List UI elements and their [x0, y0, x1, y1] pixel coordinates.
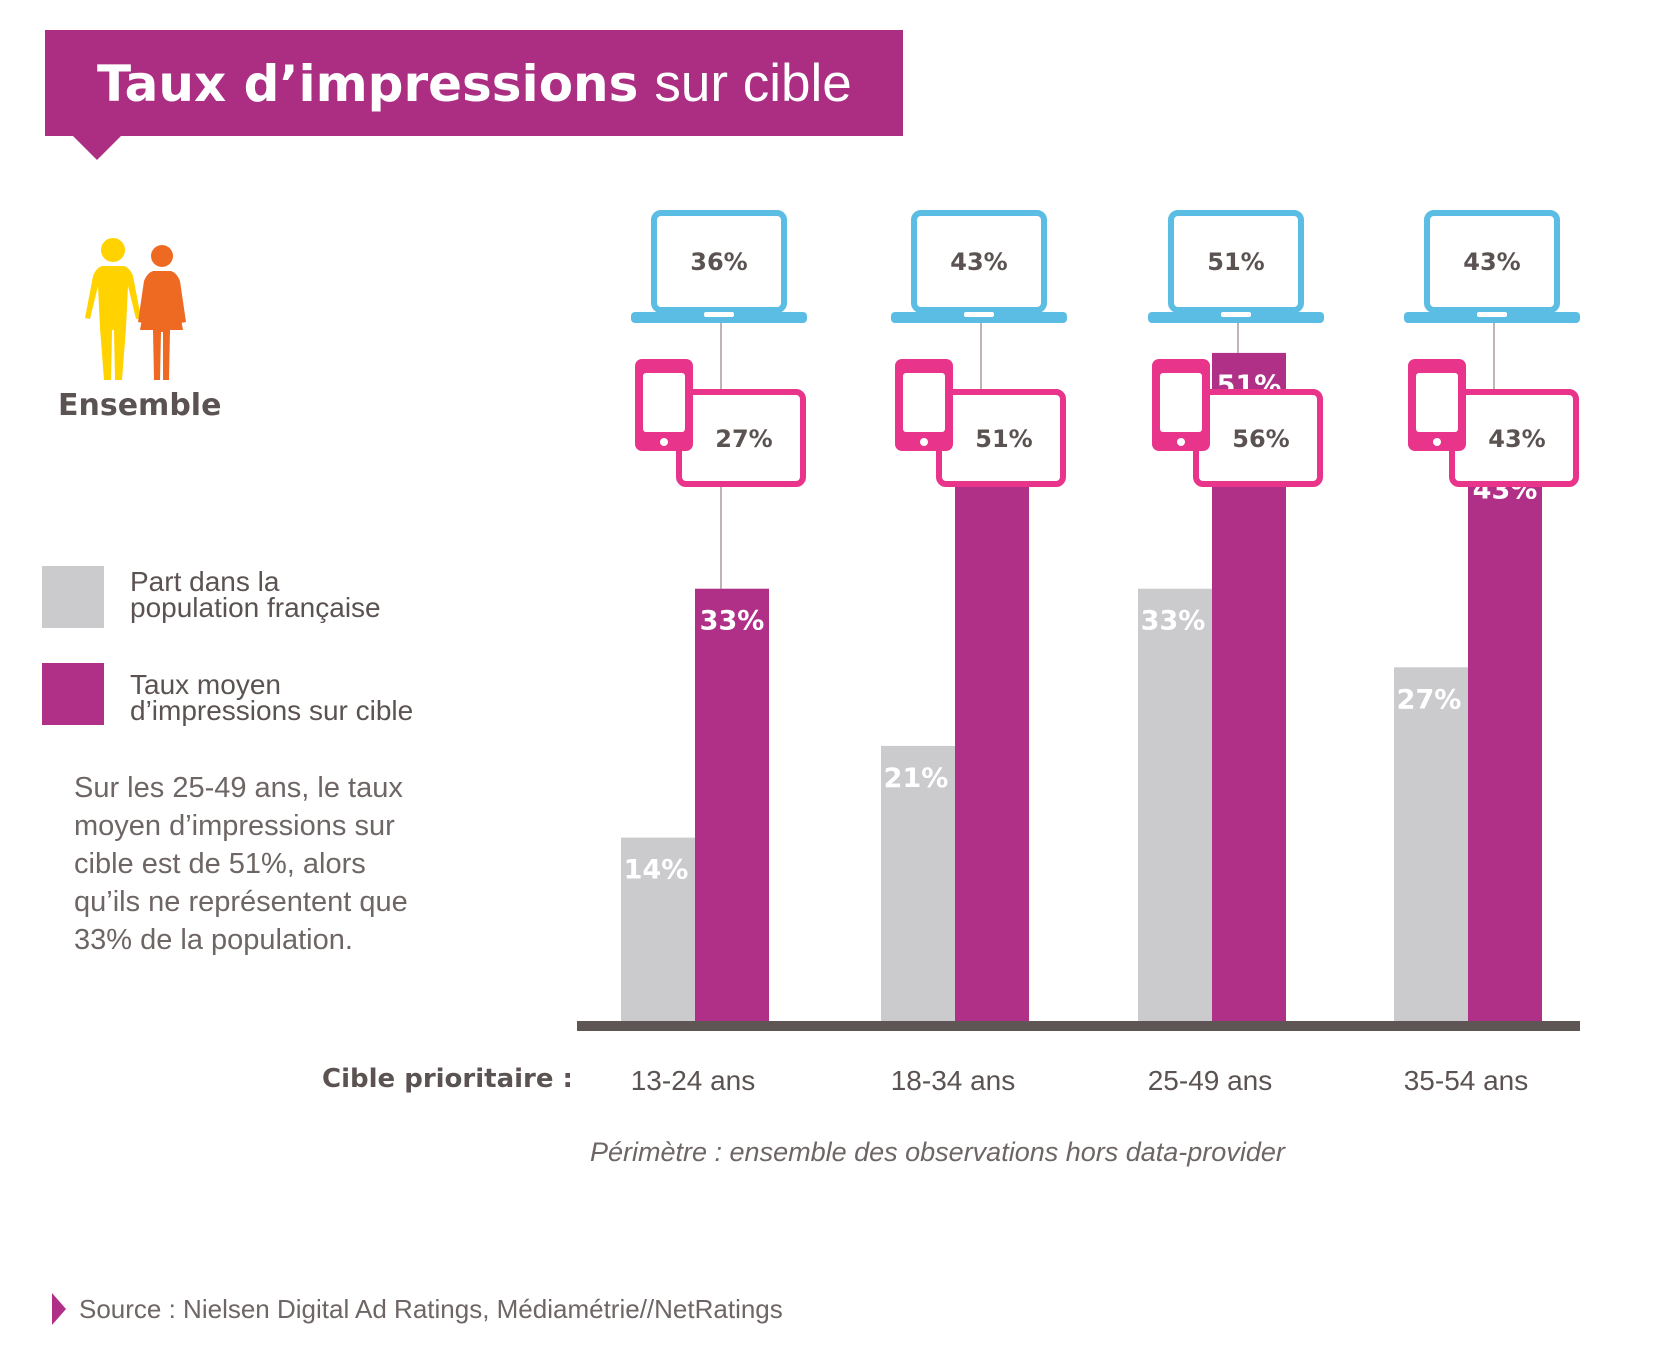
bar-label-population-35-54-ans: 27%: [1397, 684, 1462, 715]
legend-impressions-line2: d’impressions sur cible: [130, 695, 413, 726]
bar-label-population-25-49-ans: 33%: [1141, 606, 1206, 637]
bar-population-35-54-ans: [1394, 667, 1468, 1021]
man-icon: [85, 238, 141, 380]
category-label-25-49-ans: 25-49 ans: [1148, 1065, 1273, 1096]
mobile-rate-25-49-ans: 56%: [1232, 425, 1289, 453]
mobile-rate-35-54-ans: 43%: [1488, 425, 1545, 453]
laptop-icon-35-54-ans: [1424, 210, 1560, 313]
bar-population-18-34-ans: [881, 745, 955, 1021]
title-banner: Taux d’impressions sur cible: [45, 30, 903, 160]
woman-icon: [138, 245, 186, 380]
category-label-13-24-ans: 13-24 ans: [631, 1065, 756, 1096]
laptop-icon-25-49-ans: [1168, 210, 1304, 313]
laptop-base-13-24-ans: [631, 312, 807, 323]
note-line-4: qu’ils ne représentent que: [74, 886, 408, 918]
laptop-notch-35-54-ans: [1477, 312, 1507, 317]
category-label-18-34-ans: 18-34 ans: [891, 1065, 1016, 1096]
source-arrow-icon: [52, 1293, 66, 1325]
laptop-notch-18-34-ans: [964, 312, 994, 317]
laptop-base-35-54-ans: [1404, 312, 1580, 323]
source-note: Source : Nielsen Digital Ad Ratings, Méd…: [79, 1294, 783, 1324]
tablet-button-18-34-ans: [1052, 434, 1060, 442]
bar-impressions-18-34-ans: [955, 444, 1029, 1022]
legend-population-line1: Part dans la: [130, 566, 280, 597]
laptop-base-25-49-ans: [1148, 312, 1324, 323]
desktop-rate-35-54-ans: 43%: [1463, 248, 1520, 276]
desktop-rate-18-34-ans: 43%: [950, 248, 1007, 276]
phone-screen-25-49-ans: [1160, 373, 1202, 432]
title-bold-part: Taux d’impressions: [97, 55, 638, 113]
note-line-2: moyen d’impressions sur: [74, 810, 395, 842]
bar-impressions-35-54-ans: [1468, 457, 1542, 1021]
phone-button-13-24-ans: [660, 438, 668, 446]
legend-population-line2: population française: [130, 592, 381, 623]
mobile-rate-18-34-ans: 51%: [975, 425, 1032, 453]
perimeter-note: Périmètre : ensemble des observations ho…: [590, 1137, 1286, 1167]
page-title: Taux d’impressions sur cible: [97, 54, 852, 113]
bar-label-population-18-34-ans: 21%: [884, 763, 949, 794]
note-paragraph: Sur les 25-49 ans, le taux moyen d’impre…: [74, 772, 408, 956]
phone-screen-35-54-ans: [1416, 373, 1458, 432]
bar-impressions-13-24-ans: [695, 588, 769, 1021]
phone-button-18-34-ans: [920, 438, 928, 446]
x-axis-baseline: [577, 1021, 1580, 1031]
bar-population-13-24-ans: [621, 837, 695, 1021]
x-axis-title: Cible prioritaire :: [322, 1064, 573, 1094]
laptop-notch-25-49-ans: [1221, 312, 1251, 317]
phone-screen-18-34-ans: [903, 373, 945, 432]
title-light-part: sur cible: [654, 54, 851, 113]
phone-button-35-54-ans: [1433, 438, 1441, 446]
note-line-1: Sur les 25-49 ans, le taux: [74, 772, 403, 804]
mobile-rate-13-24-ans: 27%: [715, 425, 772, 453]
legend: Part dans la population française Taux m…: [42, 566, 413, 726]
laptop-icon-13-24-ans: [651, 210, 787, 313]
bar-label-impressions-13-24-ans: 33%: [700, 606, 765, 637]
bar-population-25-49-ans: [1138, 588, 1212, 1021]
title-banner-pointer: [72, 135, 122, 160]
tablet-button-35-54-ans: [1565, 434, 1573, 442]
tablet-button-13-24-ans: [792, 434, 800, 442]
desktop-rate-13-24-ans: 36%: [690, 248, 747, 276]
phone-button-25-49-ans: [1177, 438, 1185, 446]
note-line-3: cible est de 51%, alors: [74, 848, 366, 880]
laptop-icon-18-34-ans: [911, 210, 1047, 313]
laptop-base-18-34-ans: [891, 312, 1067, 323]
segment-label: Ensemble: [58, 388, 221, 423]
category-label-35-54-ans: 35-54 ans: [1404, 1065, 1529, 1096]
laptop-notch-13-24-ans: [704, 312, 734, 317]
title-banner-background: [45, 30, 903, 136]
legend-swatch-population: [42, 566, 104, 628]
couple-icon: [85, 238, 186, 380]
desktop-rate-25-49-ans: 51%: [1207, 248, 1264, 276]
bar-label-population-13-24-ans: 14%: [624, 855, 689, 886]
note-line-5: 33% de la population.: [74, 924, 353, 956]
legend-swatch-impressions: [42, 663, 104, 725]
phone-screen-13-24-ans: [643, 373, 685, 432]
tablet-button-25-49-ans: [1309, 434, 1317, 442]
legend-impressions-line1: Taux moyen: [130, 669, 281, 700]
